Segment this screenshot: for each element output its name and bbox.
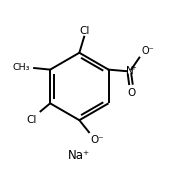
Text: O⁻: O⁻ xyxy=(141,46,154,56)
Text: +: + xyxy=(130,65,136,71)
Text: Cl: Cl xyxy=(79,26,89,36)
Text: Na⁺: Na⁺ xyxy=(68,149,90,162)
Text: O⁻: O⁻ xyxy=(91,136,104,145)
Text: O: O xyxy=(127,88,135,98)
Text: Cl: Cl xyxy=(26,115,36,125)
Text: N: N xyxy=(126,66,133,76)
Text: CH₃: CH₃ xyxy=(13,63,30,72)
